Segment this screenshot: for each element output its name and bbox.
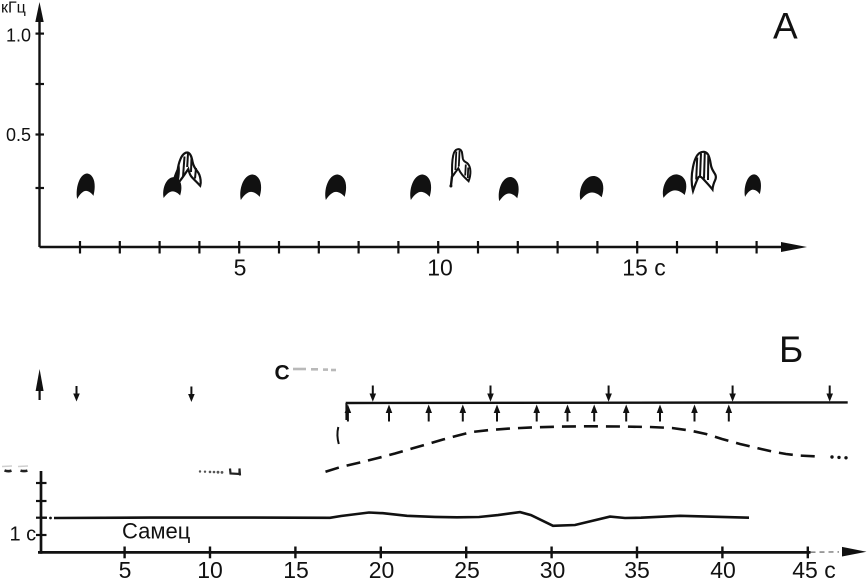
svg-text:5: 5	[234, 255, 247, 281]
svg-text:35: 35	[624, 557, 650, 581]
svg-text:40: 40	[710, 557, 736, 581]
svg-text:15: 15	[283, 557, 309, 581]
svg-text:Б: Б	[779, 329, 803, 370]
svg-text:А: А	[773, 6, 798, 47]
svg-text:45 с: 45 с	[792, 557, 835, 581]
svg-text:15 с: 15 с	[622, 255, 665, 281]
svg-text:5: 5	[119, 557, 132, 581]
svg-text:0.5: 0.5	[6, 125, 31, 145]
svg-text:Самец: Самец	[122, 519, 191, 544]
svg-text:10: 10	[197, 557, 223, 581]
svg-text:10: 10	[427, 255, 453, 281]
svg-text:кГц: кГц	[1, 0, 26, 17]
svg-text:1 с: 1 с	[10, 524, 37, 546]
svg-text:1.0: 1.0	[6, 26, 31, 46]
svg-text:30: 30	[540, 557, 566, 581]
svg-text:С: С	[275, 362, 290, 385]
svg-text:25: 25	[454, 557, 480, 581]
svg-text:20: 20	[369, 557, 395, 581]
